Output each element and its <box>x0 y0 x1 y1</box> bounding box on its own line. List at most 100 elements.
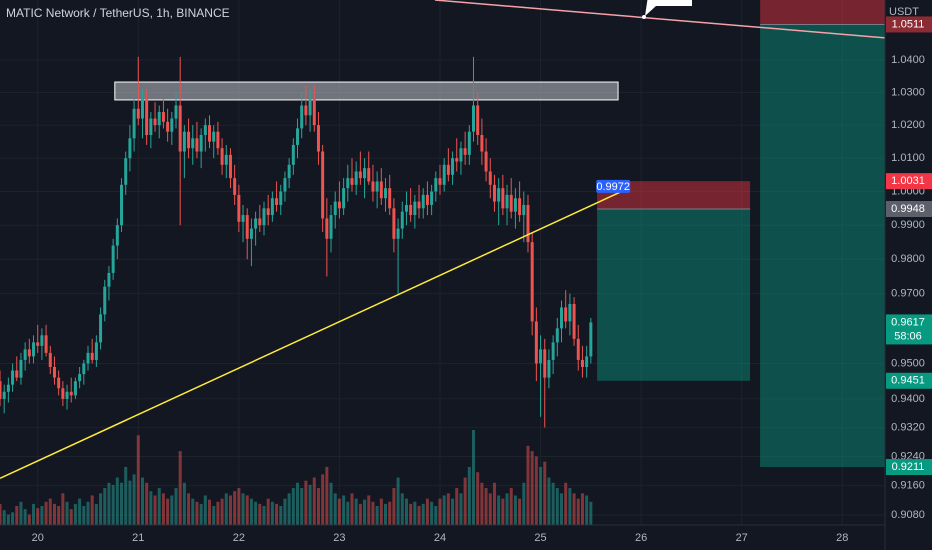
candle-body <box>208 125 212 142</box>
candle-body <box>472 105 476 132</box>
candle-body <box>434 178 438 192</box>
candle-body <box>325 218 329 239</box>
candle-body <box>308 98 312 116</box>
candle-body <box>36 342 40 346</box>
volume-bar <box>455 488 459 525</box>
volume-bar <box>40 506 44 525</box>
volume-bar <box>513 495 517 525</box>
candle-body <box>564 307 568 322</box>
volume-bar <box>182 482 186 525</box>
price-tag-label: 1.0031 <box>891 175 925 187</box>
candle-body <box>203 125 207 136</box>
volume-bar <box>392 488 396 525</box>
candle-body <box>329 215 333 239</box>
volume-bar <box>547 477 551 525</box>
volume-bar <box>576 498 580 525</box>
candle-body <box>392 208 396 239</box>
candle-body <box>501 188 505 209</box>
candle-body <box>438 178 442 185</box>
candle-body <box>86 352 90 364</box>
volume-bar <box>430 501 434 525</box>
y-tick-label: 0.9400 <box>891 393 925 405</box>
volume-bar <box>124 466 128 525</box>
volume-bar <box>492 482 496 525</box>
volume-bar <box>73 503 77 525</box>
volume-bar <box>417 506 421 525</box>
volume-bar <box>32 503 36 525</box>
candle-body <box>459 148 463 162</box>
candle-body <box>467 131 471 155</box>
target-zone <box>760 24 885 468</box>
volume-bar <box>61 493 65 525</box>
callout-marker <box>642 15 646 19</box>
volume-bar <box>551 482 555 525</box>
candle-body <box>480 135 484 152</box>
volume-bar <box>367 495 371 525</box>
candle-body <box>342 188 346 209</box>
volume-bar <box>589 501 593 525</box>
candle-body <box>140 98 144 119</box>
volume-bar <box>463 477 467 525</box>
price-tag <box>886 459 932 476</box>
pink-line <box>434 0 886 39</box>
candle-body <box>157 112 161 126</box>
candle-body <box>379 181 383 199</box>
volume-bar <box>543 461 547 525</box>
volume-bar <box>283 498 287 525</box>
volume-bar <box>534 456 538 525</box>
callout <box>642 0 692 19</box>
candle-body <box>149 118 153 136</box>
volume-bar <box>15 506 19 525</box>
candle-body <box>115 225 119 246</box>
volume-bar <box>228 495 232 525</box>
candle-body <box>6 384 10 392</box>
candle-body <box>396 228 400 239</box>
candle-body <box>484 151 488 172</box>
y-tick-label: 0.9800 <box>891 253 925 265</box>
candle-body <box>212 131 216 142</box>
candle-body <box>241 215 245 222</box>
y-tick-label: 1.0300 <box>891 86 925 98</box>
volume-bar <box>568 488 572 525</box>
volume-bar <box>287 493 291 525</box>
candle-body <box>417 201 421 209</box>
volume-bar <box>312 477 316 525</box>
volume-bar <box>145 482 149 525</box>
volume-bar <box>451 498 455 525</box>
price-badge-label: 0.9972 <box>596 181 630 193</box>
volume-bar <box>585 495 589 525</box>
candle-body <box>224 154 228 165</box>
candle-body <box>555 328 559 343</box>
volume-bar <box>44 501 48 525</box>
volume-bar <box>522 482 526 525</box>
volume-bar <box>203 495 207 525</box>
x-tick-label: 24 <box>434 532 446 544</box>
candle-body <box>534 321 538 364</box>
volume-bar <box>52 503 56 525</box>
volume-bar <box>166 498 170 525</box>
candle-body <box>161 112 165 122</box>
volume-bar <box>459 493 463 525</box>
y-tick-label: 1.0200 <box>891 119 925 131</box>
candle-body <box>178 105 182 152</box>
candle-body <box>195 138 199 152</box>
candle-body <box>0 381 2 399</box>
candle-body <box>446 164 450 175</box>
callout-shape <box>645 0 692 16</box>
volume-bar <box>539 466 543 525</box>
volume-bar <box>19 501 23 525</box>
price-tag-label: 0.9211 <box>892 461 925 473</box>
candle-body <box>90 352 94 360</box>
volume-bar <box>115 477 119 525</box>
price-tag <box>886 372 932 389</box>
volume-bar <box>237 488 241 525</box>
candle-body <box>258 218 262 226</box>
volume-bar <box>572 493 576 525</box>
candle-body <box>455 158 459 162</box>
volume-bar <box>325 466 329 525</box>
candle-body <box>11 370 15 385</box>
candle-body <box>413 201 417 216</box>
x-tick-label: 22 <box>233 532 245 544</box>
candle-body <box>354 171 358 185</box>
candle-body <box>275 198 279 205</box>
